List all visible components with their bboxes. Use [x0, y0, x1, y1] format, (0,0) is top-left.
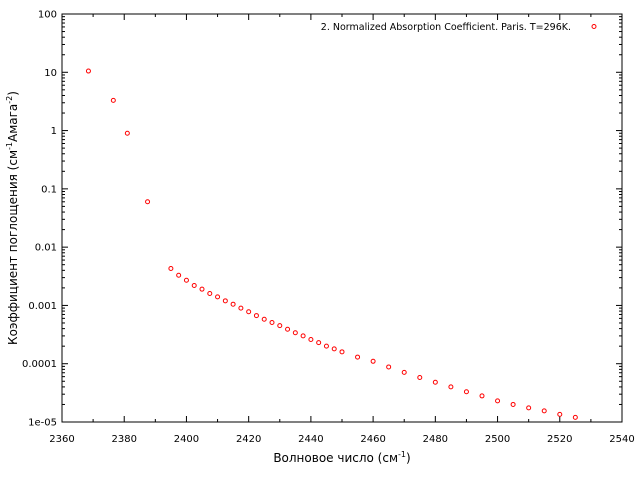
data-point [269, 319, 275, 325]
y-tick-label: 10 [44, 68, 57, 79]
data-points [85, 68, 578, 420]
data-point [370, 358, 376, 364]
y-tick-label: 1e-05 [28, 418, 57, 429]
x-tick-label: 2440 [298, 434, 323, 445]
y-tick-labels: 1e-05 0.0001 0.001 0.01 0.1 1 10 100 [22, 10, 57, 429]
data-point [246, 309, 252, 315]
data-point [191, 282, 197, 288]
data-point [510, 401, 516, 407]
data-point [448, 384, 454, 390]
data-point [386, 364, 392, 370]
data-point [355, 354, 361, 360]
data-point [285, 326, 291, 332]
data-point [168, 266, 174, 272]
data-point [124, 130, 130, 136]
data-point [183, 277, 189, 283]
y-tick-label: 0.1 [41, 184, 57, 195]
data-point [331, 346, 337, 352]
data-point [557, 411, 563, 417]
data-point [199, 286, 205, 292]
data-point [339, 349, 345, 355]
data-point [417, 375, 423, 381]
data-point [432, 379, 438, 385]
x-tick-label: 2380 [111, 434, 136, 445]
legend-marker [591, 24, 597, 29]
x-tick-label: 2420 [236, 434, 261, 445]
y-axis-title: Коэффициент поглощения (см-1Амага-2) [5, 91, 20, 345]
data-point [572, 414, 578, 420]
data-point [323, 343, 329, 349]
data-point [207, 291, 213, 297]
data-point [300, 333, 306, 339]
legend-label: 2. Normalized Absorption Coefficient. Pa… [321, 22, 571, 33]
y-tick-label: 100 [38, 10, 57, 21]
x-tick-label: 2520 [547, 434, 572, 445]
data-point [110, 97, 116, 103]
data-point [495, 398, 501, 404]
data-point [145, 199, 151, 205]
x-tick-label: 2540 [609, 434, 634, 445]
data-point [401, 369, 407, 375]
data-point [292, 330, 298, 336]
data-point [277, 323, 283, 329]
data-point [238, 305, 244, 311]
data-point [541, 408, 547, 414]
x-tick-label: 2360 [49, 434, 74, 445]
data-point [222, 298, 228, 304]
x-tick-labels: 2360 2380 2400 2420 2440 2460 2480 2500 2520 2540 [49, 434, 634, 445]
data-point [176, 272, 182, 278]
data-point [85, 68, 91, 74]
x-tick-label: 2480 [423, 434, 448, 445]
data-point [479, 393, 485, 399]
data-point [308, 337, 314, 343]
data-point [215, 294, 221, 300]
data-point [463, 389, 469, 395]
data-point [526, 405, 532, 411]
data-point [253, 313, 259, 319]
x-tick-label: 2400 [174, 434, 199, 445]
x-tick-label: 2500 [485, 434, 510, 445]
y-tick-label: 1 [51, 126, 57, 137]
data-point [316, 340, 322, 346]
y-tick-label: 0.0001 [22, 359, 57, 370]
y-tick-label: 0.01 [35, 243, 57, 254]
y-tick-label: 0.001 [28, 301, 57, 312]
x-axis-title: Волновое число (см-1) [273, 450, 410, 465]
legend: 2. Normalized Absorption Coefficient. Pa… [321, 22, 597, 33]
data-point [261, 316, 267, 322]
data-point [230, 301, 236, 307]
x-tick-label: 2460 [360, 434, 385, 445]
axis-ticks [61, 13, 623, 423]
plot-frame [61, 13, 623, 423]
